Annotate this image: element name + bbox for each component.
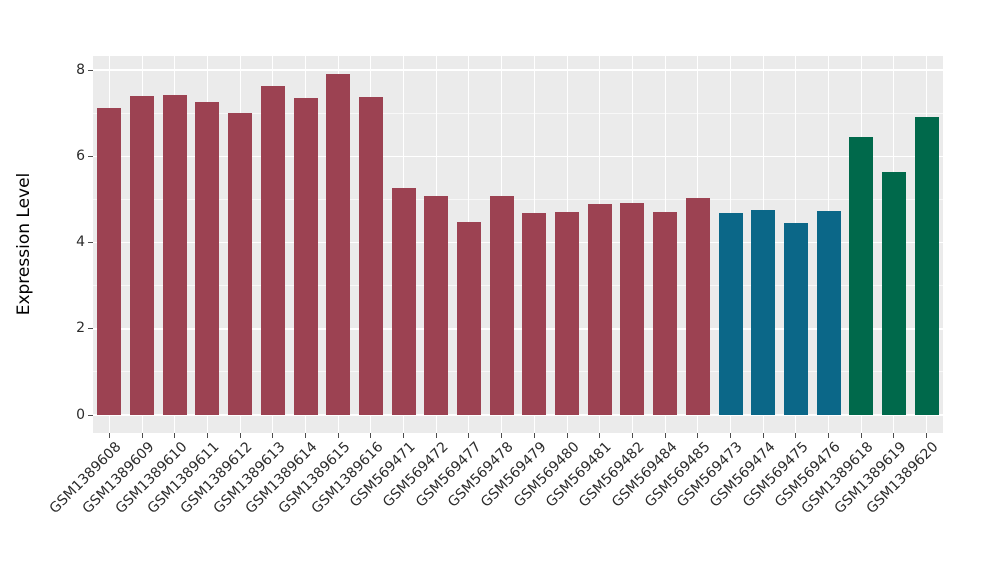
plot-panel xyxy=(93,56,943,433)
bar-GSM569475 xyxy=(783,223,808,415)
x-axis-tick xyxy=(697,433,699,438)
y-axis-tick xyxy=(88,242,93,243)
x-axis-tick xyxy=(795,433,797,438)
bar-GSM569479 xyxy=(522,213,547,415)
bar-GSM569472 xyxy=(424,196,449,415)
x-axis-tick xyxy=(403,433,405,438)
bar-GSM569471 xyxy=(391,188,416,415)
bar-GSM1389613 xyxy=(260,86,285,415)
bar-GSM1389618 xyxy=(849,136,874,415)
bar-GSM569474 xyxy=(751,209,776,415)
bar-GSM1389608 xyxy=(97,107,122,415)
y-tick-label: 6 xyxy=(76,147,85,164)
x-axis-tick xyxy=(501,433,503,438)
bar-GSM1389614 xyxy=(293,97,318,415)
bar-GSM1389619 xyxy=(881,172,906,415)
y-axis-tick xyxy=(88,414,93,416)
gridline-major xyxy=(93,414,943,416)
gridline-minor xyxy=(93,112,943,114)
x-axis-tick xyxy=(141,433,143,438)
gridline-major xyxy=(93,241,943,244)
x-axis-tick xyxy=(599,433,601,438)
x-axis-tick xyxy=(860,433,862,438)
bar-GSM1389616 xyxy=(358,97,383,415)
x-axis-tick xyxy=(926,433,928,438)
bar-GSM1389620 xyxy=(914,116,939,415)
x-axis-tick xyxy=(762,433,764,438)
bar-GSM1389609 xyxy=(130,96,155,415)
x-axis-tick xyxy=(730,433,731,438)
bar-GSM569480 xyxy=(555,212,580,415)
x-axis-tick xyxy=(370,433,372,438)
y-tick-label: 4 xyxy=(76,234,85,250)
bar-GSM569478 xyxy=(489,195,514,415)
x-axis-tick xyxy=(206,433,208,438)
bar-GSM569482 xyxy=(620,203,645,415)
x-axis-tick xyxy=(239,433,241,438)
bar-GSM1389612 xyxy=(228,112,253,415)
x-axis-tick xyxy=(272,433,274,438)
x-axis-tick xyxy=(337,433,339,438)
gridline-minor xyxy=(93,371,943,373)
y-axis-tick xyxy=(88,328,93,330)
y-tick-label: 0 xyxy=(76,406,85,423)
x-axis-tick xyxy=(566,433,568,438)
bar-GSM1389611 xyxy=(195,102,220,415)
y-tick-label: 2 xyxy=(76,320,85,337)
bar-GSM569476 xyxy=(816,211,841,415)
gridline-minor xyxy=(93,285,943,287)
y-tick-label: 8 xyxy=(76,61,85,78)
bar-GSM1389610 xyxy=(162,94,187,415)
x-axis-tick xyxy=(533,433,535,438)
x-axis-tick xyxy=(828,433,830,438)
gridline-major xyxy=(93,328,943,330)
y-axis-tick xyxy=(88,69,93,71)
bar-GSM1389615 xyxy=(326,74,351,415)
gridline-major xyxy=(93,155,943,157)
x-axis-tick xyxy=(174,433,176,438)
x-axis-tick xyxy=(468,433,470,438)
y-axis-tick xyxy=(88,155,93,157)
x-axis-tick xyxy=(664,433,666,438)
x-axis-tick xyxy=(893,433,895,438)
bar-GSM569473 xyxy=(718,213,743,415)
bar-GSM569485 xyxy=(685,198,710,415)
bar-GSM569484 xyxy=(653,211,678,415)
bar-GSM569477 xyxy=(456,221,481,415)
x-axis-tick xyxy=(435,433,437,438)
bar-GSM569481 xyxy=(587,203,612,415)
gridline-major xyxy=(93,69,943,71)
x-axis-tick xyxy=(631,433,633,438)
x-axis-tick xyxy=(305,433,306,438)
x-axis-tick xyxy=(108,433,110,438)
gridline-minor xyxy=(93,198,943,200)
